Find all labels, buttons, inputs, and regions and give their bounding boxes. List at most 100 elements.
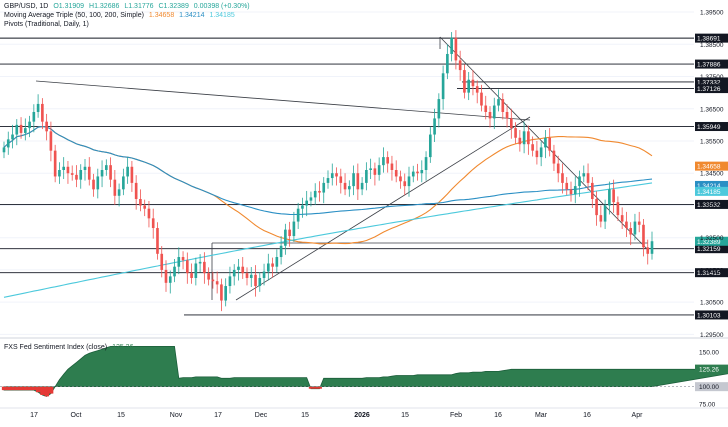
- candle-body[interactable]: [147, 208, 151, 219]
- sentiment-negative[interactable]: [10, 386, 15, 391]
- candle-body[interactable]: [441, 73, 445, 100]
- candle-body[interactable]: [53, 150, 57, 177]
- candle-body[interactable]: [296, 208, 300, 222]
- candle-body[interactable]: [407, 176, 411, 187]
- candle-body[interactable]: [232, 269, 236, 277]
- candle-body[interactable]: [23, 128, 27, 133]
- candle-body[interactable]: [488, 111, 492, 119]
- candle-body[interactable]: [420, 170, 424, 174]
- candle-body[interactable]: [224, 286, 228, 301]
- candle-body[interactable]: [292, 221, 296, 237]
- candle-body[interactable]: [492, 105, 496, 119]
- candle-body[interactable]: [156, 228, 159, 254]
- indicator-legend[interactable]: FXS Fed Sentiment Index (close) 125.26: [4, 343, 136, 352]
- candle-body[interactable]: [642, 224, 645, 248]
- trendline-rising[interactable]: [235, 116, 531, 301]
- candle-body[interactable]: [275, 257, 279, 267]
- candle-body[interactable]: [335, 173, 338, 177]
- candle-body[interactable]: [535, 150, 539, 158]
- candle-body[interactable]: [339, 176, 343, 183]
- candle-body[interactable]: [87, 166, 91, 180]
- candle-body[interactable]: [19, 124, 23, 133]
- candle-body[interactable]: [305, 200, 309, 206]
- candle-body[interactable]: [326, 178, 330, 183]
- candle-body[interactable]: [394, 170, 398, 177]
- candle-body[interactable]: [100, 170, 104, 177]
- sentiment-negative[interactable]: [313, 386, 318, 389]
- candle-body[interactable]: [612, 189, 615, 203]
- candle-body[interactable]: [220, 284, 223, 301]
- candle-body[interactable]: [637, 221, 641, 225]
- candle-body[interactable]: [360, 182, 364, 190]
- sentiment-negative[interactable]: [27, 386, 33, 391]
- sentiment-negative[interactable]: [18, 386, 24, 391]
- candle-body[interactable]: [403, 181, 407, 187]
- candle-body[interactable]: [369, 168, 372, 170]
- candle-body[interactable]: [36, 103, 40, 112]
- candle-body[interactable]: [501, 99, 505, 112]
- candle-body[interactable]: [382, 157, 385, 166]
- candle-body[interactable]: [552, 150, 556, 164]
- legend-row-symbol[interactable]: GBP/USD, 1D O1.31909 H1.32686 L1.31776 C…: [4, 2, 253, 11]
- trendline-upper[interactable]: [35, 80, 531, 121]
- candle-body[interactable]: [83, 166, 87, 170]
- candle-body[interactable]: [424, 157, 428, 170]
- candle-body[interactable]: [245, 273, 249, 278]
- candle-body[interactable]: [573, 186, 577, 195]
- candle-body[interactable]: [215, 281, 219, 285]
- candle-body[interactable]: [194, 263, 198, 278]
- candle-body[interactable]: [386, 157, 390, 164]
- candle-body[interactable]: [590, 182, 594, 200]
- candle-body[interactable]: [544, 137, 547, 148]
- trendline-falling[interactable]: [439, 36, 649, 251]
- candle-body[interactable]: [164, 269, 168, 283]
- candle-body[interactable]: [616, 202, 620, 216]
- candle-body[interactable]: [237, 266, 240, 270]
- candle-body[interactable]: [527, 131, 530, 145]
- candle-body[interactable]: [595, 199, 598, 216]
- candle-body[interactable]: [377, 165, 381, 175]
- candle-body[interactable]: [437, 99, 441, 119]
- sentiment-area[interactable]: [3, 345, 728, 397]
- candle-body[interactable]: [207, 273, 210, 280]
- candle-body[interactable]: [181, 257, 185, 261]
- candle-body[interactable]: [608, 189, 611, 206]
- candle-body[interactable]: [143, 205, 147, 209]
- candle-body[interactable]: [416, 171, 419, 174]
- sentiment-negative[interactable]: [44, 386, 50, 397]
- candle-body[interactable]: [96, 176, 100, 190]
- candle-body[interactable]: [6, 139, 10, 148]
- sentiment-negative[interactable]: [14, 386, 20, 391]
- candle-body[interactable]: [49, 131, 53, 151]
- candle-body[interactable]: [309, 197, 313, 201]
- legend-row-ma[interactable]: Moving Average Triple (50, 100, 200, Sim…: [4, 11, 238, 20]
- candle-body[interactable]: [279, 245, 283, 258]
- candle-body[interactable]: [109, 165, 112, 180]
- candle-body[interactable]: [32, 111, 36, 122]
- candle-body[interactable]: [365, 170, 368, 183]
- candle-body[interactable]: [603, 205, 607, 222]
- candle-body[interactable]: [480, 92, 483, 106]
- candle-body[interactable]: [556, 163, 560, 174]
- candle-body[interactable]: [343, 182, 347, 190]
- sentiment-negative[interactable]: [317, 386, 322, 389]
- candle-body[interactable]: [582, 173, 586, 177]
- candle-body[interactable]: [126, 166, 129, 177]
- candle-body[interactable]: [160, 253, 164, 270]
- candle-body[interactable]: [518, 137, 522, 145]
- candle-body[interactable]: [467, 79, 471, 93]
- candle-body[interactable]: [565, 182, 569, 190]
- candle-body[interactable]: [531, 144, 534, 151]
- candle-body[interactable]: [75, 174, 78, 180]
- candle-body[interactable]: [633, 221, 637, 235]
- candle-body[interactable]: [411, 171, 415, 177]
- candle-body[interactable]: [569, 189, 573, 195]
- candle-body[interactable]: [450, 37, 453, 54]
- candle-body[interactable]: [586, 173, 590, 183]
- candle-body[interactable]: [650, 241, 654, 254]
- candle-body[interactable]: [484, 105, 488, 112]
- candle-body[interactable]: [548, 137, 552, 151]
- ma200-line[interactable]: [3, 182, 653, 298]
- candle-body[interactable]: [28, 121, 31, 129]
